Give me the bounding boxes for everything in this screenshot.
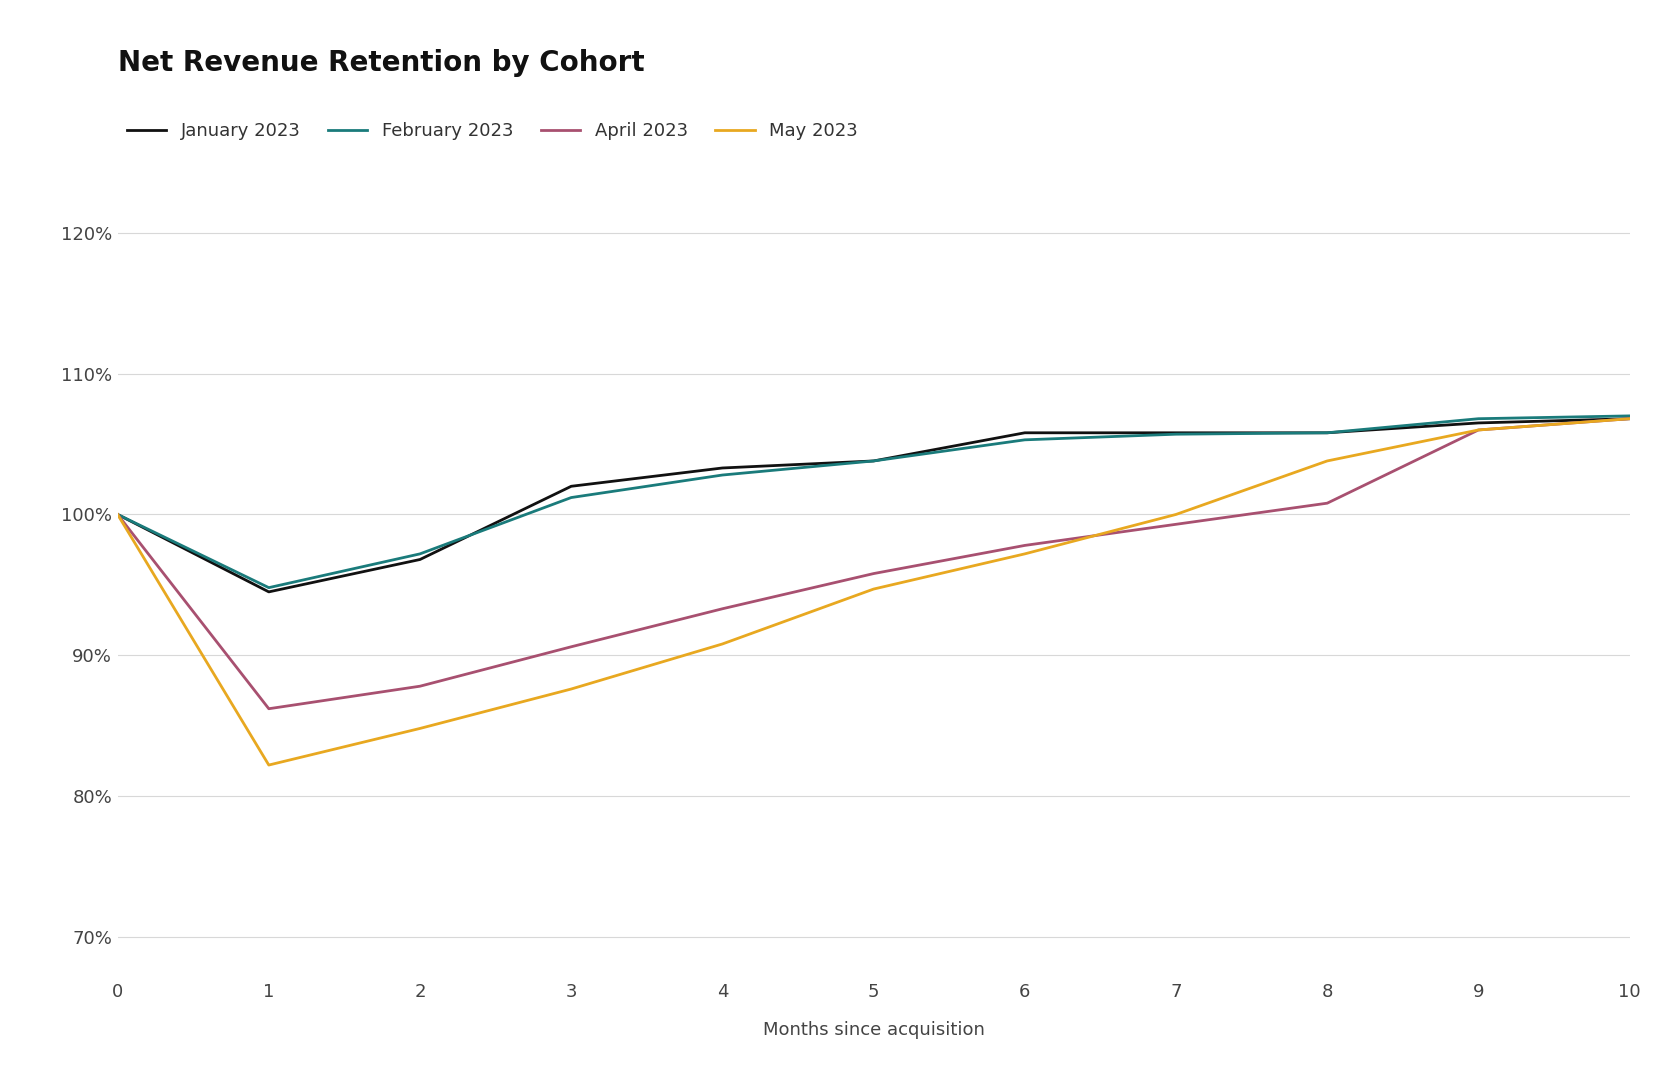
X-axis label: Months since acquisition: Months since acquisition <box>763 1021 984 1039</box>
January 2023 <box>1317 427 1337 440</box>
April 2023 <box>108 508 128 521</box>
February 2023 <box>108 508 128 521</box>
January 2023 <box>1620 413 1640 426</box>
February 2023 <box>1620 409 1640 422</box>
February 2023 <box>1468 413 1488 426</box>
April 2023 <box>1015 539 1035 552</box>
April 2023 <box>712 603 732 616</box>
Line: January 2023: January 2023 <box>118 419 1630 592</box>
February 2023 <box>1317 427 1337 440</box>
April 2023 <box>1317 497 1337 510</box>
February 2023 <box>259 581 279 594</box>
January 2023 <box>561 480 581 492</box>
May 2023 <box>1166 508 1186 521</box>
January 2023 <box>1015 427 1035 440</box>
April 2023 <box>410 679 430 692</box>
January 2023 <box>108 508 128 521</box>
April 2023 <box>1166 517 1186 530</box>
May 2023 <box>1620 413 1640 426</box>
January 2023 <box>1468 417 1488 430</box>
May 2023 <box>108 508 128 521</box>
Legend: January 2023, February 2023, April 2023, May 2023: January 2023, February 2023, April 2023,… <box>126 122 858 140</box>
May 2023 <box>1015 548 1035 561</box>
May 2023 <box>1468 423 1488 436</box>
Line: May 2023: May 2023 <box>118 419 1630 765</box>
May 2023 <box>712 637 732 650</box>
May 2023 <box>864 582 884 595</box>
February 2023 <box>864 455 884 468</box>
May 2023 <box>410 721 430 734</box>
Line: April 2023: April 2023 <box>118 419 1630 708</box>
February 2023 <box>1015 433 1035 446</box>
February 2023 <box>410 548 430 561</box>
April 2023 <box>259 702 279 715</box>
April 2023 <box>1620 413 1640 426</box>
February 2023 <box>561 491 581 504</box>
January 2023 <box>864 455 884 468</box>
January 2023 <box>1166 427 1186 440</box>
April 2023 <box>864 567 884 580</box>
January 2023 <box>410 553 430 566</box>
Text: Net Revenue Retention by Cohort: Net Revenue Retention by Cohort <box>118 49 643 77</box>
February 2023 <box>712 469 732 482</box>
January 2023 <box>712 461 732 474</box>
February 2023 <box>1166 428 1186 441</box>
May 2023 <box>259 758 279 771</box>
April 2023 <box>561 640 581 653</box>
May 2023 <box>561 683 581 696</box>
May 2023 <box>1317 455 1337 468</box>
January 2023 <box>259 585 279 598</box>
Line: February 2023: February 2023 <box>118 416 1630 588</box>
April 2023 <box>1468 423 1488 436</box>
